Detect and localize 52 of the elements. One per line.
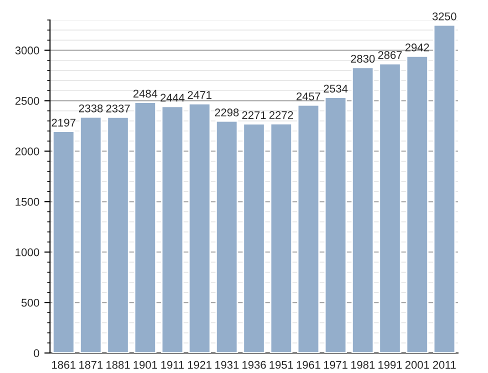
x-tick-label: 2011: [433, 360, 456, 369]
y-tick-label: 0: [34, 349, 40, 358]
x-tick-label: 1871: [79, 360, 103, 369]
bar: [215, 120, 238, 353]
x-tick-label: 1981: [351, 360, 375, 369]
data-label: 2271: [242, 111, 266, 120]
data-label: 2867: [378, 51, 402, 59]
data-label: 2444: [160, 94, 184, 102]
bar: [351, 66, 374, 353]
data-label: 2830: [351, 54, 375, 63]
bar: [270, 123, 293, 353]
data-label: 2338: [79, 104, 103, 112]
x-tick-label: 1881: [106, 360, 130, 369]
x-tick-label: 1951: [270, 360, 294, 369]
data-label: 2471: [188, 91, 212, 99]
bar: [134, 102, 157, 353]
data-label: 2298: [215, 108, 239, 116]
data-label: 2942: [405, 44, 429, 52]
bar: [297, 104, 320, 353]
bar: [161, 106, 184, 353]
bar: [378, 63, 402, 353]
bar: [106, 116, 130, 353]
x-tick-label: 1991: [378, 360, 402, 369]
bar: [433, 24, 456, 353]
x-tick-label: 1861: [52, 360, 76, 369]
bar: [242, 123, 266, 353]
data-label: 2534: [324, 84, 348, 93]
data-label: 3250: [432, 12, 456, 20]
y-tick-label: 1000: [16, 248, 40, 256]
bar: [79, 116, 102, 353]
bar: [406, 55, 429, 353]
data-label: 2457: [296, 92, 320, 100]
x-tick-label: 1911: [161, 360, 184, 369]
x-tick-label: 1936: [242, 360, 266, 369]
x-tick-label: 1971: [324, 360, 348, 369]
bar: [52, 130, 75, 353]
x-tick-label: 1901: [134, 360, 158, 369]
y-tick-label: 1500: [16, 198, 40, 206]
data-label: 2337: [106, 104, 130, 112]
data-label: 2272: [269, 111, 293, 119]
y-tick-label: 2500: [15, 96, 40, 105]
y-tick-label: 2000: [15, 147, 40, 156]
data-label: 2484: [133, 90, 158, 98]
data-label: 2197: [52, 118, 76, 127]
y-tick-label: 500: [21, 298, 40, 307]
x-tick-label: 1961: [296, 360, 320, 369]
bar: [188, 102, 211, 353]
y-tick-label: 3000: [15, 46, 40, 54]
bar: [324, 96, 347, 353]
x-tick-label: 1931: [215, 360, 239, 369]
x-tick-label: 1921: [188, 360, 212, 369]
x-tick-label: 2001: [405, 360, 430, 369]
